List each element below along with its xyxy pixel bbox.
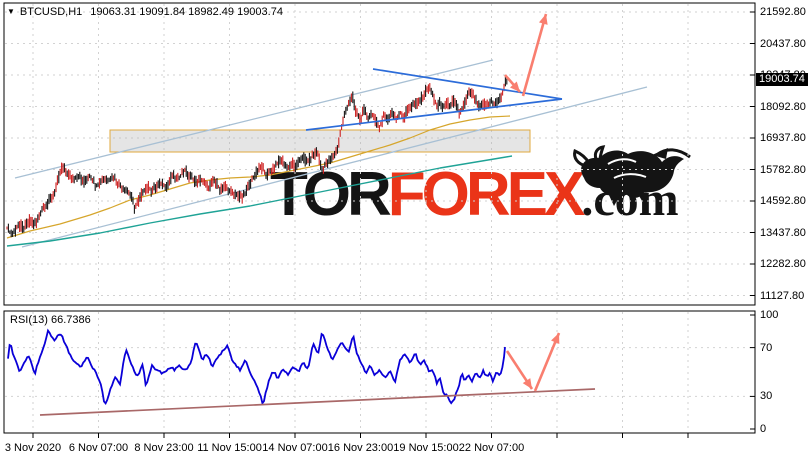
rsi-indicator-label: RSI(13) 66.7386 xyxy=(10,314,91,326)
watermark: TORFOREX.com xyxy=(270,163,679,227)
symbol-period: BTCUSD,H1 xyxy=(19,6,83,18)
chevron-down-icon[interactable]: ▼ xyxy=(7,7,15,16)
watermark-forex: FOREX xyxy=(387,160,586,229)
bull-icon xyxy=(573,145,691,206)
ohlc-values: 19063.31 19091.84 18982.49 19003.74 xyxy=(90,6,283,18)
watermark-tor: TOR xyxy=(270,160,392,229)
current-price-tag: 19003.74 xyxy=(756,73,808,86)
chart-title: ▼ BTCUSD,H1 19063.31 19091.84 18982.49 190… xyxy=(7,6,283,18)
